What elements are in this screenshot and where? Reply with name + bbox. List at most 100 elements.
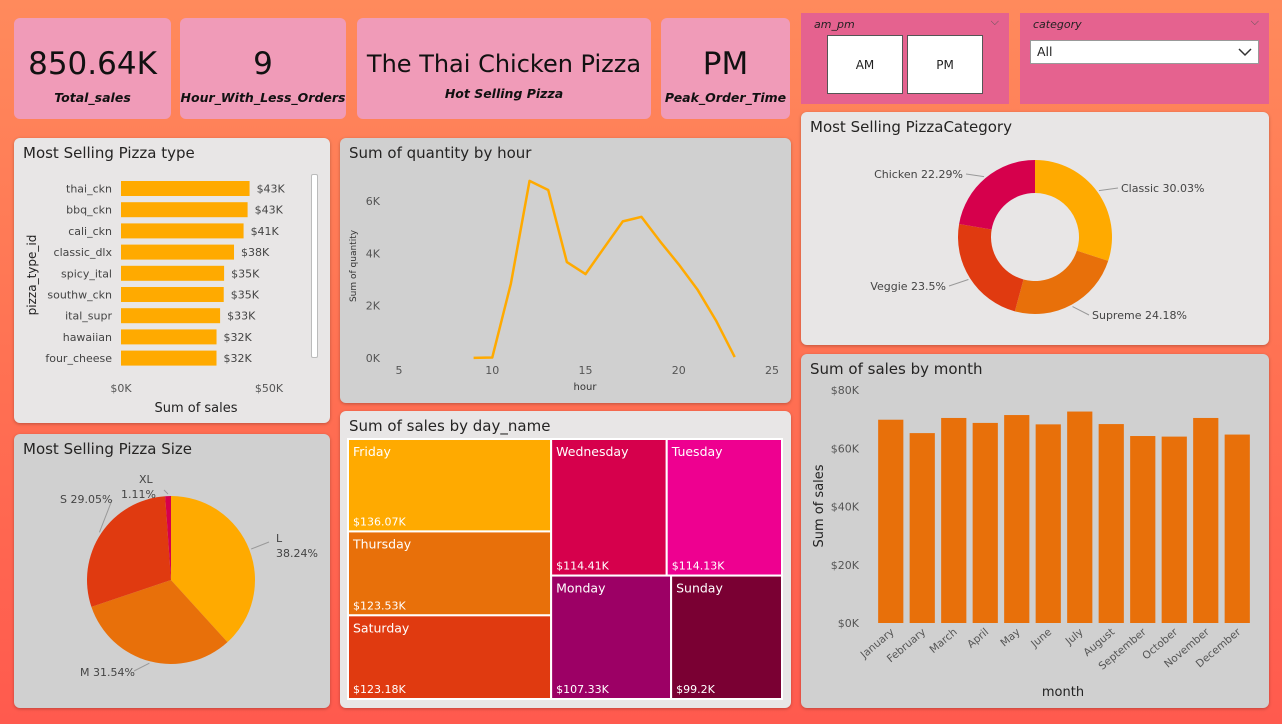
bar[interactable] [909,433,935,623]
pie-slice[interactable] [86,496,171,607]
tick-label: March [927,626,959,656]
chart-title: Sum of sales by month [810,360,983,378]
tick-label: July [1063,626,1086,648]
pie-slice[interactable] [91,580,228,664]
data-label: M 31.54% [80,666,135,679]
pie-slice[interactable] [171,496,255,643]
slicer-title: category [1033,18,1082,31]
bar[interactable] [121,350,217,366]
treemap-tile[interactable] [347,614,553,700]
am-button[interactable]: AM [827,35,903,94]
bar[interactable] [1224,434,1250,623]
bar[interactable] [1130,436,1156,623]
category-dropdown[interactable]: All [1030,40,1259,64]
chart-title: Sum of sales by day_name [349,417,551,435]
am-pm-slicer: am_pm ⌵ AM PM [801,13,1009,104]
data-label: $99.2K [676,683,715,696]
category-label: southw_ckn [47,289,112,302]
treemap-tile[interactable] [550,438,668,577]
chart-title: Most Selling Pizza Size [23,440,193,458]
donut-slice[interactable] [1014,250,1109,314]
pizza-size-panel: Most Selling Pizza Size L 38.24% M 31.54% S… [14,434,330,708]
data-label: Chicken 22.29% [874,168,963,181]
bar[interactable] [121,244,235,260]
data-label: $114.41K [556,560,609,573]
data-label: $43K [255,204,284,217]
sales-by-day-panel: Sum of sales by day_name Friday $136.07K T… [340,411,791,708]
y-axis-label: pizza_type_id [25,235,39,316]
category-label: classic_dlx [54,246,113,259]
tick-label: 15 [579,364,593,377]
chevron-down-icon[interactable]: ⌵ [1250,15,1259,28]
data-label: $123.53K [353,599,406,612]
bar[interactable] [121,329,217,345]
donut-slice[interactable] [1035,160,1112,261]
bar[interactable] [121,308,221,324]
donut-slice[interactable] [958,223,1024,312]
scrollbar[interactable] [311,174,318,358]
category-slicer: category ⌵ All [1020,13,1269,104]
bar[interactable] [121,181,250,196]
bar[interactable] [1035,424,1061,623]
tick-label: 10 [485,364,499,377]
pie-slice[interactable] [165,496,171,580]
tick-label: $80K [831,384,860,397]
data-label: 1.11% [121,488,156,501]
bar[interactable] [878,419,904,623]
tick-label: $0K [838,617,860,630]
tick-label: $60K [831,442,860,455]
pm-button[interactable]: PM [907,35,983,94]
data-label: $41K [251,225,280,238]
bar[interactable] [121,223,244,239]
bar[interactable] [121,202,248,218]
kpi-value: The Thai Chicken Pizza [366,50,642,78]
data-label: $107.33K [556,683,609,696]
treemap-tile[interactable] [670,574,783,700]
data-label: XL [139,473,154,486]
x-axis-label: hour [574,382,598,393]
data-label: $32K [224,331,253,344]
chart-title: Sum of quantity by hour [349,144,532,162]
y-axis-label: Sum of quantity [349,229,359,302]
pizza-type-panel: Most Selling Pizza type thai_ckn $43K bbq_… [14,138,330,423]
tick-label: 4K [366,247,381,260]
data-label: Supreme 24.18% [1092,309,1187,322]
treemap-tile[interactable] [665,438,783,577]
category-label: Thursday [352,536,412,551]
bar[interactable] [972,422,998,623]
bar[interactable] [1161,436,1187,623]
bar[interactable] [941,417,967,623]
category-label: bbq_ckn [66,204,112,217]
data-label: 38.24% [276,547,318,560]
chevron-down-icon[interactable]: ⌵ [990,15,999,28]
bar[interactable] [1098,424,1124,623]
tick-label: $0K [110,382,132,395]
bar[interactable] [1067,411,1093,623]
kpi-less-orders: 9 Hour_With_Less_Orders [180,18,346,119]
tick-label: June [1028,626,1054,651]
slicer-title: am_pm [814,18,855,31]
data-label: Veggie 23.5% [870,280,946,293]
category-label: four_cheese [45,352,112,365]
leader-line [965,173,985,178]
tick-label: April [965,626,991,651]
kpi-value: 9 [253,46,273,82]
leader-line [1072,306,1090,316]
donut-slice[interactable] [959,160,1035,230]
qty-by-hour-panel: Sum of quantity by hour 0K 2K 4K 6K 5 10 15 20 2… [340,138,791,403]
category-panel: Most Selling PizzaCategory Classic 30.03… [801,112,1269,345]
bar[interactable] [1004,415,1030,623]
kpi-label: Hot Selling Pizza [444,86,564,101]
tick-label: 25 [765,364,779,377]
leader-line [1098,187,1119,192]
category-label: cali_ckn [68,225,112,238]
bar[interactable] [1193,417,1219,623]
bar[interactable] [121,265,225,281]
leader-line [133,662,150,672]
data-label: S 29.05% [60,493,112,506]
data-label: $136.07K [353,515,406,528]
bar[interactable] [121,287,224,302]
line-series[interactable] [473,179,736,360]
category-label: ital_supr [65,310,112,323]
data-label: $114.13K [672,560,725,573]
